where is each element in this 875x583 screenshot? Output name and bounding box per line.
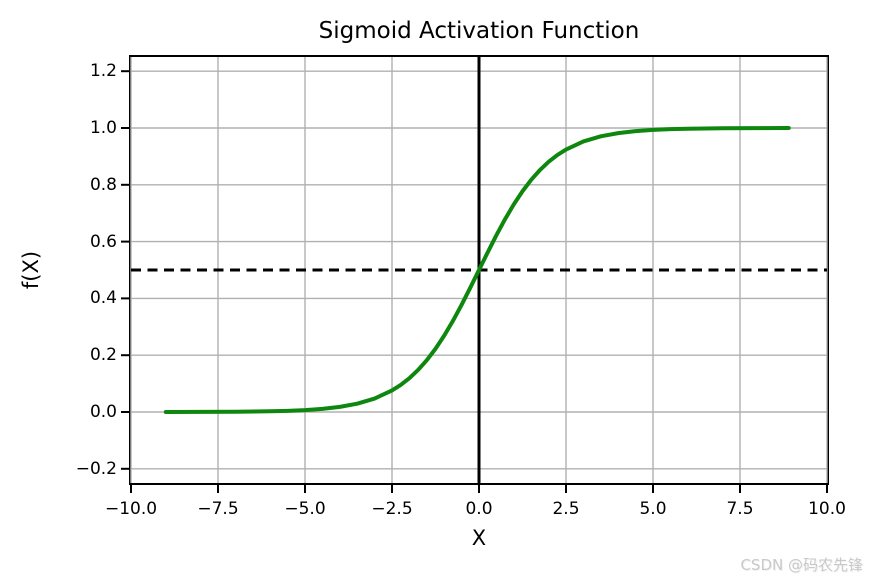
x-axis-label: X: [471, 526, 487, 550]
y-tick-label: 1.2: [89, 61, 117, 82]
chart-title: Sigmoid Activation Function: [318, 18, 640, 44]
y-tick-label: 0.4: [89, 288, 117, 309]
y-tick-label: 0.6: [89, 231, 117, 252]
x-tick-label: −7.5: [197, 499, 239, 519]
x-tick-label: 7.5: [726, 499, 754, 519]
plot-area: [121, 55, 829, 493]
x-tick-label: −10.0: [104, 499, 158, 519]
sigmoid-curve: [163, 126, 791, 414]
x-axis-ticks: −10.0 −7.5 −5.0 −2.5 0.0 2.5 5.0 7.5 10.0: [105, 499, 846, 521]
y-tick-label: 0.2: [89, 345, 117, 366]
x-tick-label: 5.0: [639, 499, 667, 519]
x-tick-label: 10.0: [808, 499, 846, 519]
y-axis-ticks: −0.2 0.0 0.2 0.4 0.6 0.8 1.0 1.2: [0, 57, 117, 483]
sigmoid-curve-plot: [121, 57, 828, 493]
y-tick-label: 0.0: [89, 402, 117, 422]
x-tick-label: 2.5: [552, 499, 580, 519]
x-tick-label: −2.5: [371, 499, 413, 519]
x-tick-label: 0.0: [465, 499, 493, 519]
y-tick-label: 1.0: [89, 118, 117, 138]
x-tick-label: −5.0: [284, 499, 326, 519]
y-tick-label: −0.2: [75, 458, 117, 479]
y-tick-label: 0.8: [89, 174, 117, 195]
watermark: CSDN @码农先锋: [740, 556, 863, 574]
